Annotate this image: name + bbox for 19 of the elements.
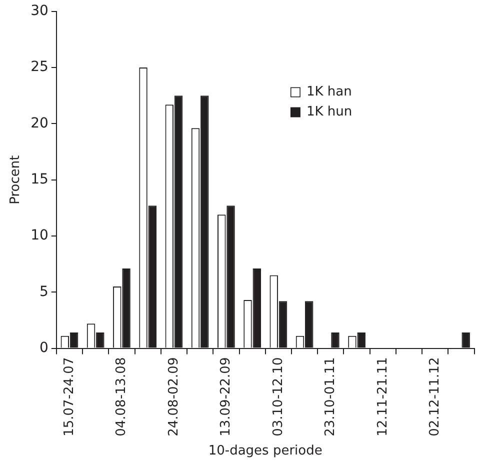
x-tick-label: 15.07-24.07 — [62, 357, 77, 436]
x-tick-label: 04.08-13.08 — [114, 357, 130, 436]
y-tick-label: 15 — [30, 171, 48, 188]
x-axis-title: 10-dages periode — [208, 444, 322, 459]
x-tick-label: 23.10-01.11 — [323, 357, 338, 436]
y-tick-label: 5 — [39, 284, 48, 300]
x-tick-label: 03.10-12.10 — [270, 357, 286, 436]
x-tick-label: 13.09-22.09 — [218, 357, 234, 436]
y-tick-label: 0 — [39, 340, 48, 356]
y-axis-title: Procent — [8, 155, 24, 204]
x-tick-label: 24.08-02.09 — [166, 357, 182, 436]
x-tick-label: 02.12-11.12 — [428, 357, 443, 436]
y-tick-label: 10 — [30, 228, 48, 244]
x-tick-label: 12.11-21.11 — [375, 357, 390, 436]
legend-label: 1K han — [306, 84, 352, 100]
y-tick-label: 25 — [30, 59, 48, 76]
y-tick-label: 30 — [30, 3, 48, 20]
y-tick-label: 20 — [30, 115, 48, 132]
legend-label: 1K hun — [306, 104, 352, 120]
